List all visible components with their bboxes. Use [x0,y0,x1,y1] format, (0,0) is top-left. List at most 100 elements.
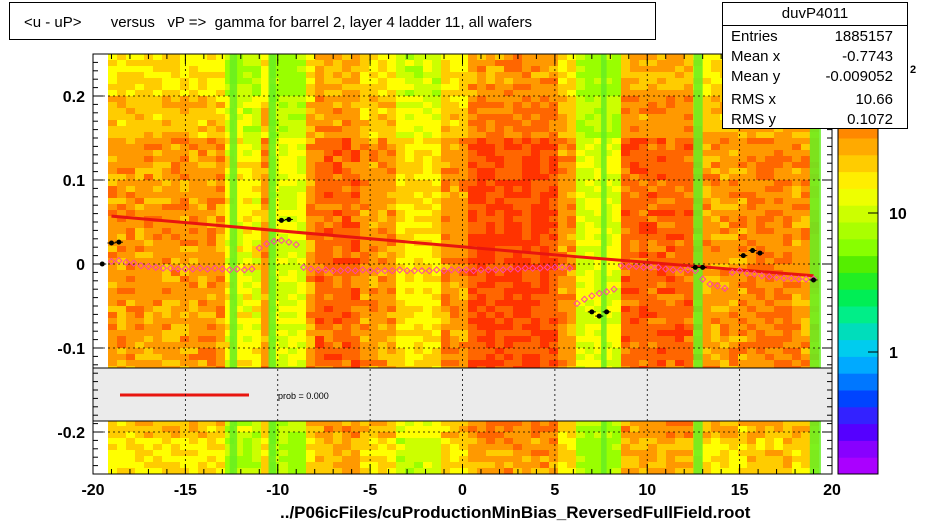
heatmap-cell [117,60,126,66]
heatmap-cell [639,192,648,198]
heatmap-cell [315,144,324,150]
heatmap-cell [378,126,387,132]
heatmap-cell [576,114,585,120]
heatmap-cell [306,66,315,72]
heatmap-cell [405,108,414,114]
heatmap-cell [360,108,369,114]
heatmap-cell [135,450,144,456]
heatmap-cell [432,468,441,474]
heatmap-cell [432,456,441,462]
heatmap-cell [540,120,549,126]
heatmap-cell [486,66,495,72]
heatmap-cell [117,456,126,462]
heatmap-cell [459,156,468,162]
heatmap-cell [675,300,684,306]
heatmap-cell [702,282,711,288]
heatmap-cell [198,324,207,330]
heatmap-cell [216,336,225,342]
heatmap-cell [198,126,207,132]
heatmap-cell [126,120,135,126]
heatmap-cell [189,90,198,96]
heatmap-cell [180,114,189,120]
heatmap-cell [603,234,612,240]
heatmap-cell [639,462,648,468]
heatmap-cell [180,216,189,222]
heatmap-cell [495,150,504,156]
heatmap-cell [243,150,252,156]
heatmap-cell [576,186,585,192]
heatmap-cell [495,84,504,90]
heatmap-cell [252,216,261,222]
heatmap-cell [324,282,333,288]
heatmap-cell [675,216,684,222]
heatmap-cell [594,120,603,126]
heatmap-cell [180,150,189,156]
heatmap-cell [288,54,297,60]
heatmap-cell [279,252,288,258]
heatmap-cell [540,270,549,276]
heatmap-cell [198,96,207,102]
heatmap-cell [720,336,729,342]
heatmap-cell [243,240,252,246]
heatmap-cell [108,192,117,198]
heatmap-cell [207,72,216,78]
heatmap-cell [198,432,207,438]
heatmap-cell [405,84,414,90]
heatmap-cell [540,258,549,264]
heatmap-cell [549,300,558,306]
heatmap-cell [648,66,657,72]
heatmap-cell [423,342,432,348]
heatmap-cell [216,432,225,438]
heatmap-cell [315,84,324,90]
heatmap-cell [612,150,621,156]
heatmap-cell [396,420,405,426]
heatmap-cell [504,204,513,210]
heatmap-cell [180,300,189,306]
heatmap-cell [603,150,612,156]
heatmap-cell [414,204,423,210]
heatmap-cell [189,270,198,276]
heatmap-cell [711,84,720,90]
heatmap-cell [450,450,459,456]
heatmap-cell [648,240,657,246]
heatmap-cell [315,288,324,294]
heatmap-cell [189,108,198,114]
heatmap-cell [333,132,342,138]
heatmap-cell [135,258,144,264]
heatmap-cell [252,348,261,354]
heatmap-cell [594,60,603,66]
heatmap-cell [135,330,144,336]
heatmap-cell [549,240,558,246]
heatmap-cell [486,126,495,132]
heatmap-cell [576,192,585,198]
heatmap-cell [369,312,378,318]
heatmap-cell [198,426,207,432]
heatmap-cell [396,444,405,450]
heatmap-cell [108,468,117,474]
heatmap-cell [720,270,729,276]
heatmap-cell [576,168,585,174]
heatmap-cell [243,336,252,342]
heatmap-cell [306,306,315,312]
heatmap-cell [243,84,252,90]
heatmap-cell [576,96,585,102]
heatmap-cell [441,78,450,84]
heatmap-cell [513,168,522,174]
heatmap-cell [657,120,666,126]
heatmap-cell [567,468,576,474]
heatmap-cell [648,360,657,366]
heatmap-cell [666,468,675,474]
heatmap-cell [558,102,567,108]
heatmap-cell [288,450,297,456]
heatmap-cell [594,96,603,102]
heatmap-cell [594,246,603,252]
heatmap-cell [729,204,738,210]
heatmap-cell [387,210,396,216]
heatmap-cell [342,444,351,450]
heatmap-cell [549,60,558,66]
heatmap-cell [720,258,729,264]
heatmap-cell [126,114,135,120]
heatmap-cell [225,180,234,186]
heatmap-cell [387,150,396,156]
heatmap-cell [630,228,639,234]
